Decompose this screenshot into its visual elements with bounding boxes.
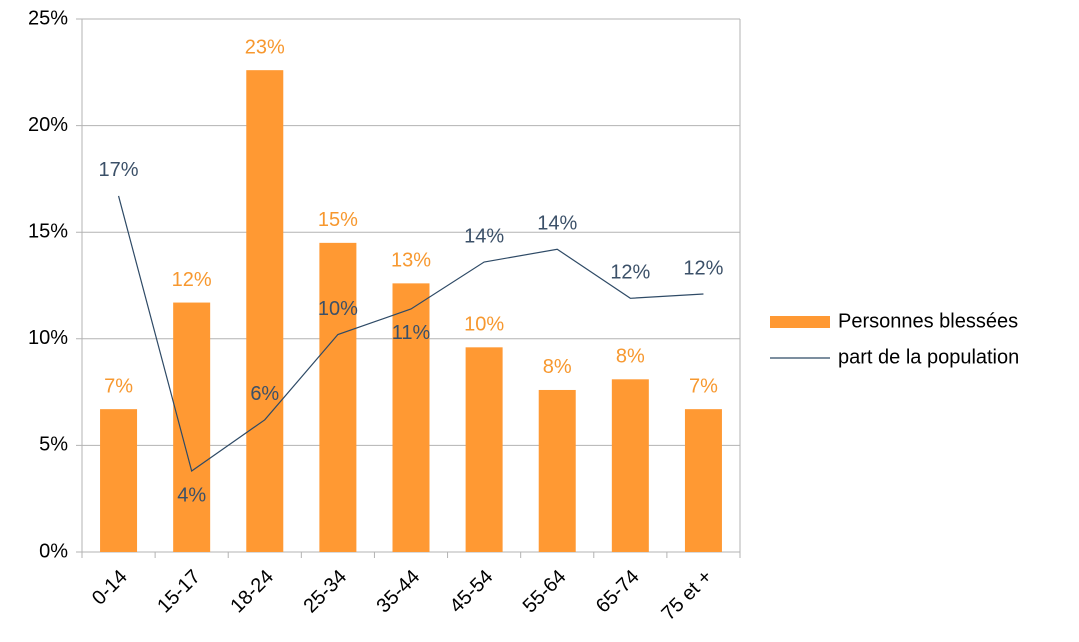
bar-value-label: 8% [616,346,645,368]
bar [465,347,503,552]
bar [100,409,138,552]
y-tick-label: 5% [39,434,68,456]
bar [246,70,284,552]
x-tick-label: 0-14 [88,566,132,610]
legend-swatch [770,316,830,328]
line-value-label: 4% [177,484,206,506]
bar-value-label: 10% [464,314,504,336]
x-tick-label: 65-74 [592,566,644,618]
x-tick-label: 35-44 [373,566,425,618]
bar-value-label: 13% [391,250,431,272]
x-tick-label: 55-64 [519,566,571,618]
x-tick-label: 25-34 [299,566,351,618]
legend-label: Personnes blessées [838,310,1018,332]
bar-value-label: 23% [245,36,285,58]
x-tick-label: 15-17 [153,566,205,618]
x-tick-label: 75 et + [658,566,717,625]
bar-value-label: 7% [104,375,133,397]
x-tick-label: 18-24 [226,566,278,618]
bar [538,389,576,552]
line [117,195,704,472]
bar [392,283,430,552]
bar-value-label: 15% [318,209,358,231]
bar-value-label: 8% [543,356,572,378]
line-value-label: 14% [464,225,504,247]
line-value-label: 10% [318,298,358,320]
y-tick-label: 25% [28,7,68,29]
bar-value-label: 12% [172,269,212,291]
bar [611,379,649,552]
legend-label: part de la population [838,346,1019,368]
line-value-label: 14% [537,213,577,235]
bar [173,302,211,552]
y-tick-label: 15% [28,220,68,242]
bar [684,409,722,552]
line-value-label: 12% [683,257,723,279]
line-value-label: 6% [250,383,279,405]
y-tick-label: 0% [39,540,68,562]
line-value-label: 11% [392,322,431,344]
bar [319,242,357,553]
bar-value-label: 7% [689,375,718,397]
line-value-label: 17% [99,159,139,181]
y-tick-label: 10% [28,327,68,349]
line-value-label: 12% [610,262,650,284]
y-tick-label: 20% [28,114,68,136]
x-tick-label: 45-54 [446,566,498,618]
